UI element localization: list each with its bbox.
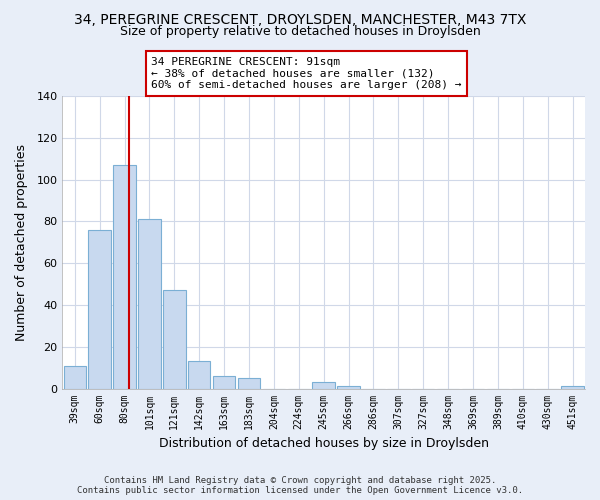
Bar <box>113 165 136 388</box>
Bar <box>188 362 211 388</box>
Bar <box>213 376 235 388</box>
Bar <box>313 382 335 388</box>
X-axis label: Distribution of detached houses by size in Droylsden: Distribution of detached houses by size … <box>158 437 488 450</box>
Bar <box>138 219 161 388</box>
Bar <box>88 230 111 388</box>
Bar <box>163 290 185 388</box>
Bar <box>562 386 584 388</box>
Y-axis label: Number of detached properties: Number of detached properties <box>15 144 28 340</box>
Text: Contains HM Land Registry data © Crown copyright and database right 2025.
Contai: Contains HM Land Registry data © Crown c… <box>77 476 523 495</box>
Text: Size of property relative to detached houses in Droylsden: Size of property relative to detached ho… <box>119 25 481 38</box>
Text: 34, PEREGRINE CRESCENT, DROYLSDEN, MANCHESTER, M43 7TX: 34, PEREGRINE CRESCENT, DROYLSDEN, MANCH… <box>74 12 526 26</box>
Bar <box>337 386 360 388</box>
Bar <box>64 366 86 388</box>
Text: 34 PEREGRINE CRESCENT: 91sqm
← 38% of detached houses are smaller (132)
60% of s: 34 PEREGRINE CRESCENT: 91sqm ← 38% of de… <box>151 57 461 90</box>
Bar <box>238 378 260 388</box>
